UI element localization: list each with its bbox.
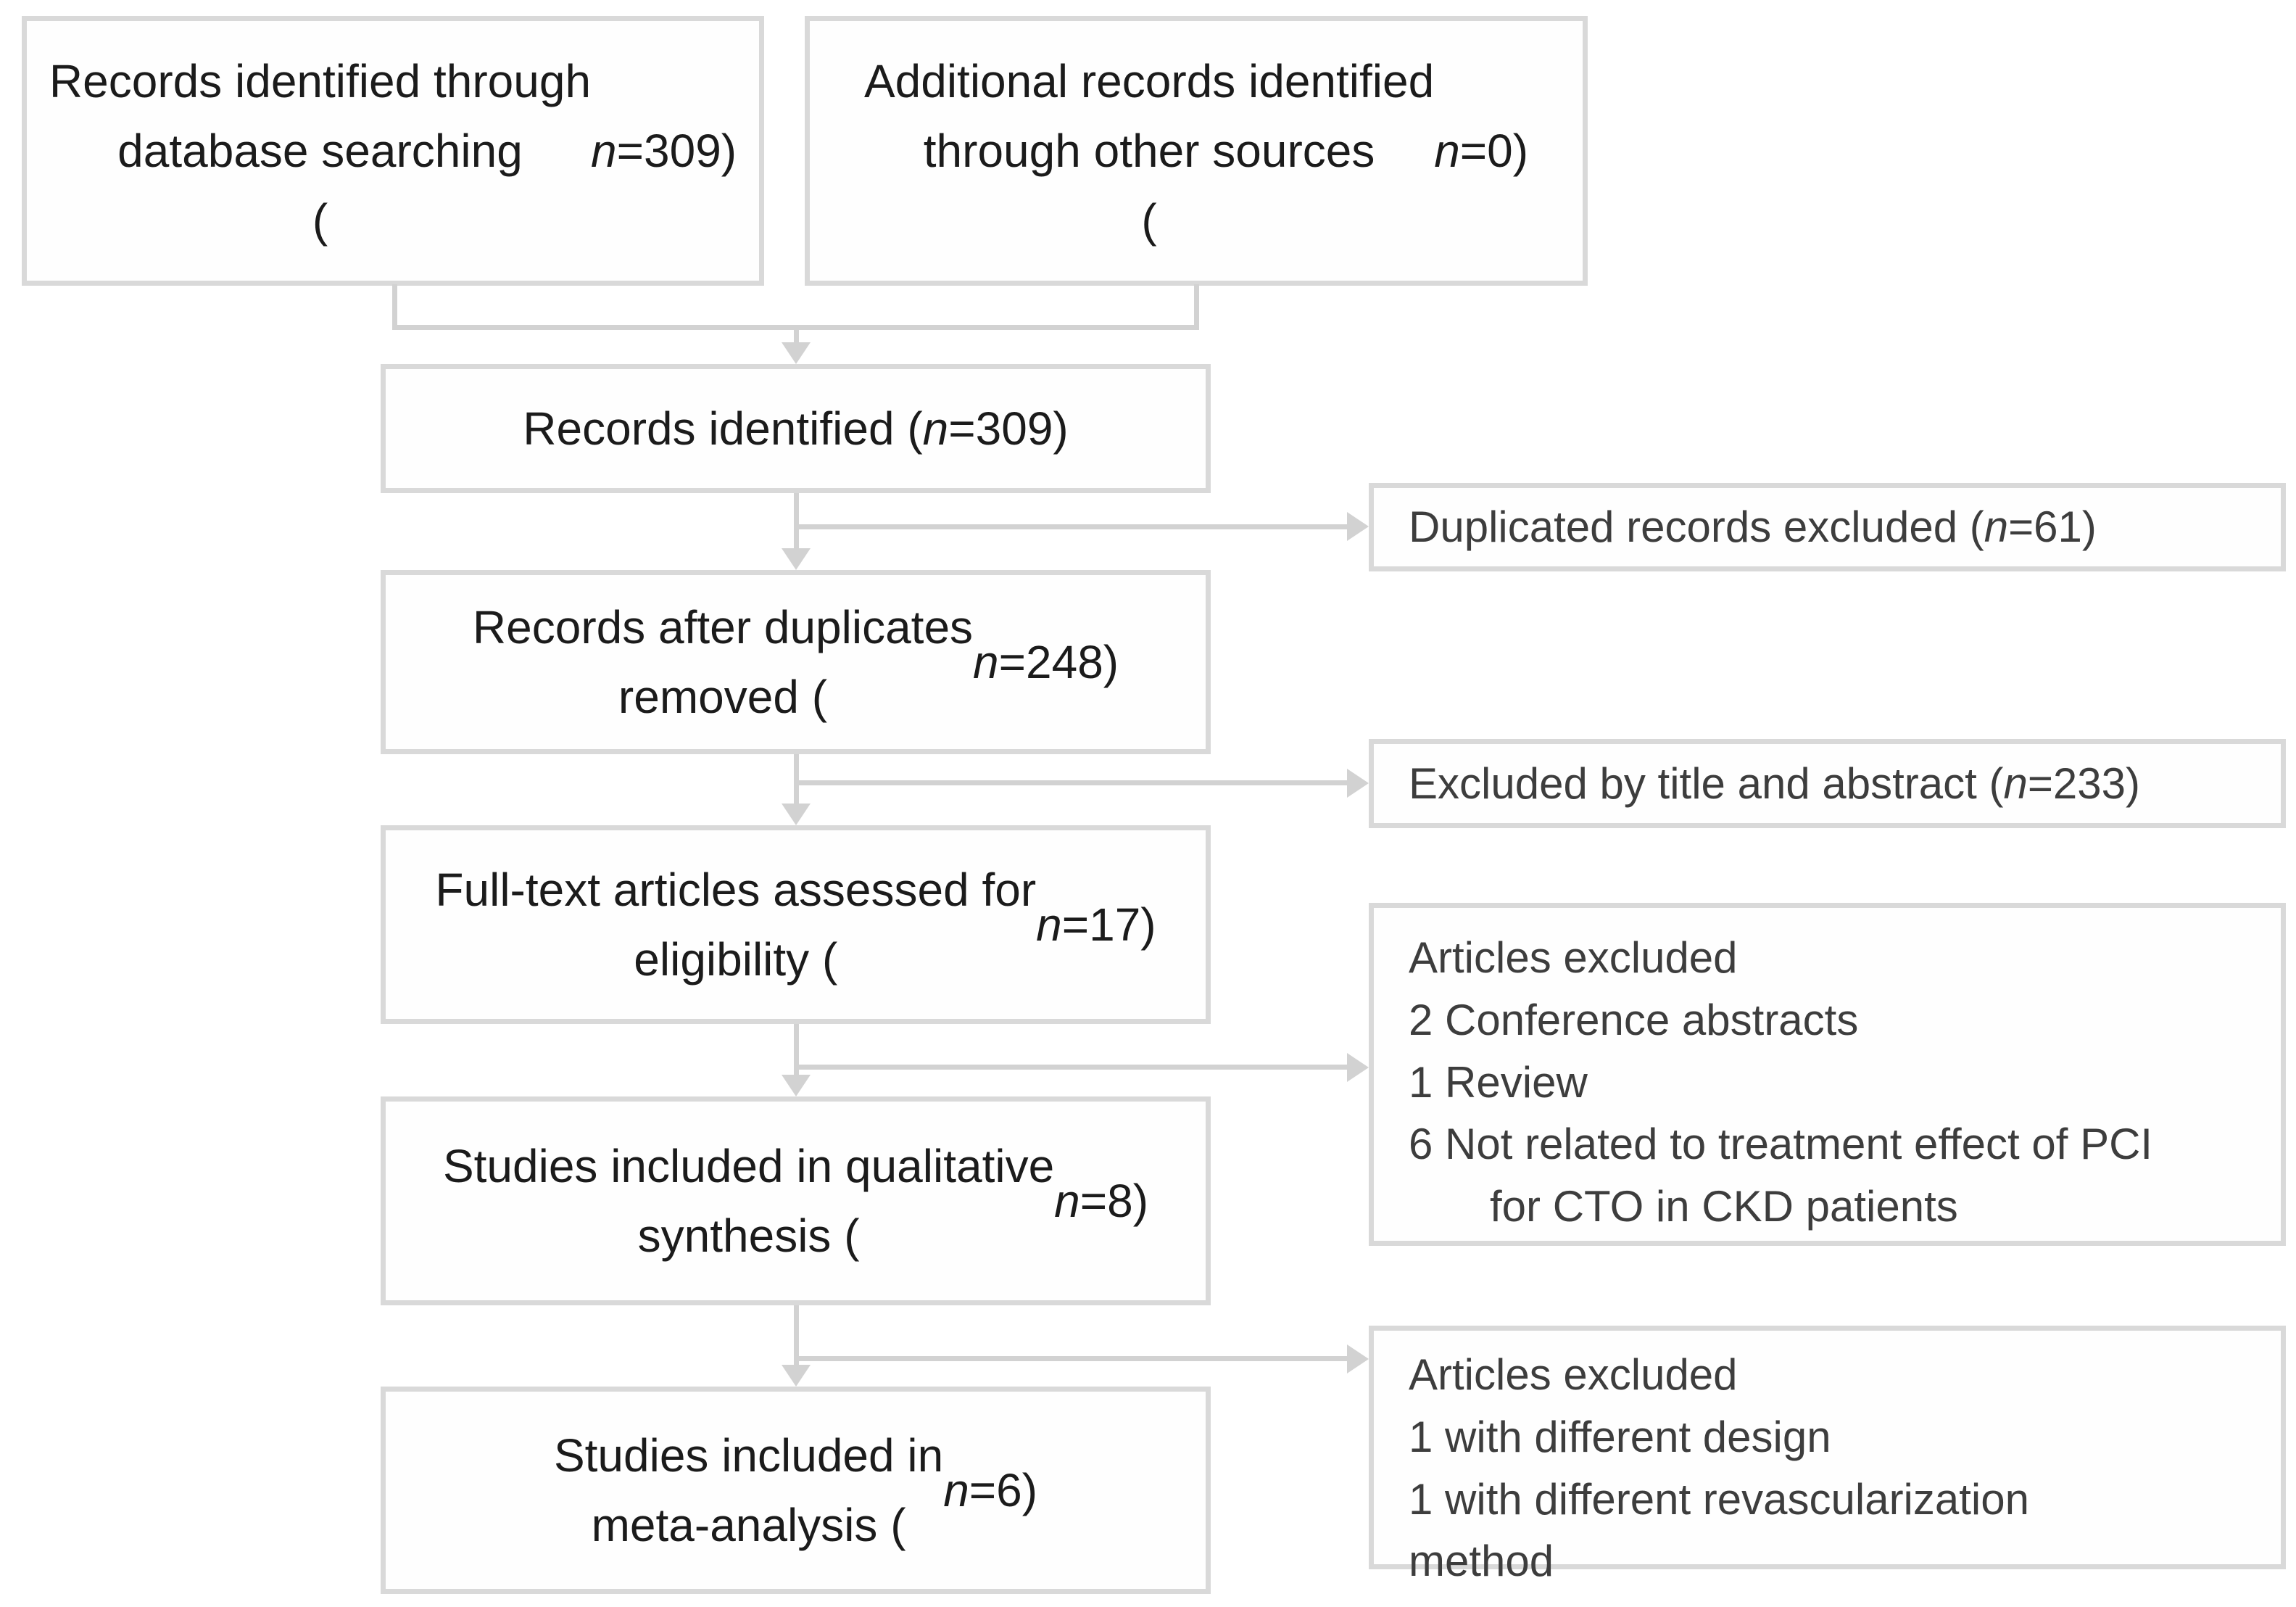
connector-spine-3 <box>794 1024 799 1076</box>
arrowhead-down-qualitative <box>782 1075 811 1096</box>
exclusion-line: 1 Review <box>1409 1057 1588 1107</box>
arrowhead-down-records-identified <box>782 342 811 364</box>
connector-merge-stem <box>794 325 799 345</box>
exclusion-box-meta: Articles excluded 1 with different desig… <box>1369 1326 2286 1585</box>
connector-branch-title-abstract <box>794 780 1348 785</box>
connector-branch-duplicates <box>794 524 1348 529</box>
connector-spine-2 <box>794 754 799 805</box>
flow-box-records-database: Records identified through database searc… <box>22 16 764 286</box>
exclusion-line: 2 Conference abstracts <box>1409 995 1859 1044</box>
arrowhead-down-fulltext <box>782 804 811 825</box>
exclusion-line-continuation: method <box>1409 1537 1554 1586</box>
exclusion-line: 1 with different design <box>1409 1412 1831 1461</box>
exclusion-box-title-abstract: Excluded by title and abstract (n=233) <box>1369 739 2286 828</box>
exclusion-line: Articles excluded <box>1409 933 1738 982</box>
arrowhead-down-after-duplicates <box>782 548 811 570</box>
arrowhead-right-duplicates <box>1347 512 1369 541</box>
connector-spine-4 <box>794 1305 799 1366</box>
flow-box-meta-analysis: Studies included in meta-analysis (n =6) <box>381 1387 1211 1594</box>
exclusion-line: 1 with different revascularization <box>1409 1474 2029 1524</box>
flow-box-records-identified: Records identified (n =309) <box>381 364 1211 493</box>
arrowhead-right-meta-excluded <box>1347 1344 1369 1373</box>
flow-box-fulltext-assessed: Full-text articles assessed for eligibili… <box>381 825 1211 1024</box>
connector-right-drop <box>1194 284 1199 328</box>
flow-box-records-other-sources: Additional records identified through oth… <box>805 16 1588 286</box>
exclusion-line: Articles excluded <box>1409 1350 1738 1399</box>
arrowhead-right-title-abstract <box>1347 769 1369 798</box>
flow-box-qualitative-synthesis: Studies included in qualitative synthesis… <box>381 1096 1211 1305</box>
exclusion-text-title-abstract: Excluded by title and abstract (n=233) <box>1409 759 2140 808</box>
connector-branch-meta-excluded <box>794 1356 1348 1361</box>
arrowhead-right-fulltext-excluded <box>1347 1053 1369 1082</box>
exclusion-line-continuation: for CTO in CKD patients <box>1490 1182 1958 1231</box>
exclusion-line: 6 Not related to treatment effect of PCI <box>1409 1120 2153 1169</box>
flow-box-records-after-duplicates: Records after duplicates removed (n =248) <box>381 570 1211 754</box>
connector-branch-fulltext-excluded <box>794 1065 1348 1070</box>
connector-spine-1 <box>794 493 799 550</box>
exclusion-box-duplicates: Duplicated records excluded (n=61) <box>1369 483 2286 571</box>
exclusion-text-duplicates: Duplicated records excluded (n=61) <box>1409 503 2097 552</box>
exclusion-box-fulltext: Articles excluded 2 Conference abstracts… <box>1369 903 2286 1246</box>
connector-left-drop <box>392 284 397 328</box>
arrowhead-down-meta <box>782 1365 811 1387</box>
